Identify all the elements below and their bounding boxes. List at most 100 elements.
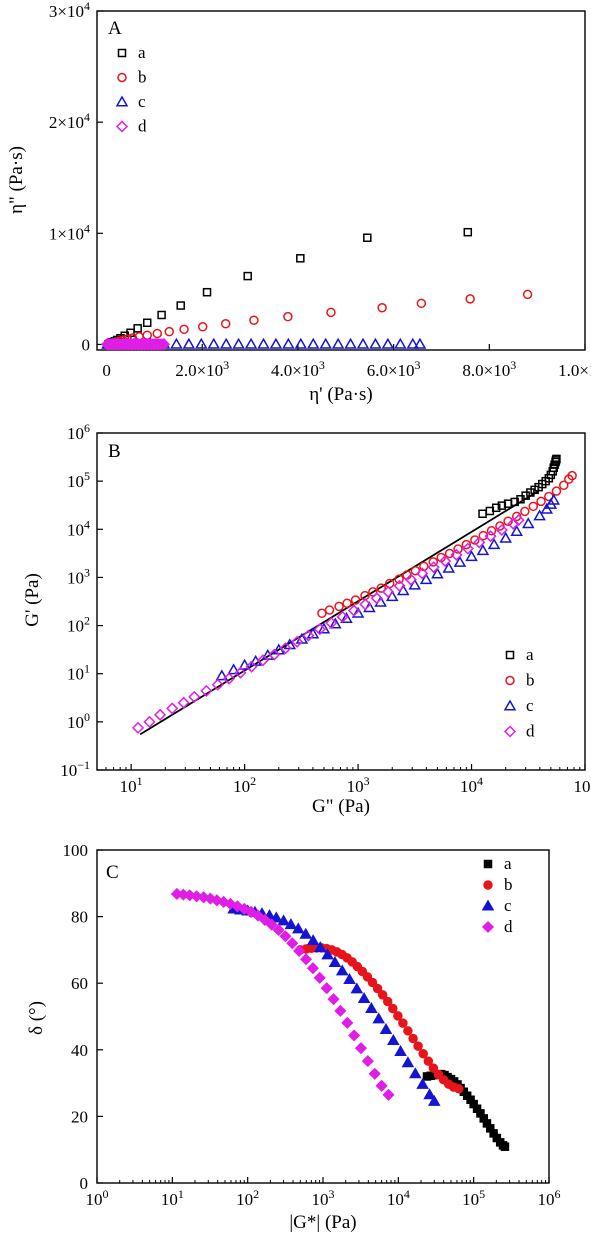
data-point-d (450, 548, 463, 561)
plot-frame (96, 849, 550, 1184)
data-point-b (567, 470, 577, 481)
legend-marker-b (505, 675, 515, 686)
data-point-d (320, 982, 333, 995)
legend-marker-d (503, 725, 517, 738)
y-tick-label: 40 (71, 1041, 88, 1060)
data-point-b (334, 601, 344, 612)
data-point-b (393, 1011, 403, 1021)
data-point-d (368, 1067, 381, 1080)
data-point-b (461, 539, 472, 550)
data-point-d (143, 715, 156, 728)
data-point-a (176, 301, 185, 310)
data-point-b (536, 496, 546, 507)
y-axis-label: δ (°) (26, 1001, 47, 1035)
data-point-b (522, 289, 533, 300)
data-point-d (234, 666, 247, 679)
data-point-d (286, 937, 299, 950)
data-point-d (512, 514, 525, 527)
data-point-a (243, 271, 252, 281)
x-tick-label: 102 (236, 1187, 259, 1209)
data-point-c (406, 337, 420, 349)
axis-ticks: 101 102 103 104 105 10−1 100 101 102 103 104 105 106 (60, 421, 591, 796)
y-axis-label: η" (Pa·s) (6, 146, 27, 214)
data-point-d (325, 616, 338, 630)
data-point-b (377, 303, 387, 313)
data-point-d (223, 672, 236, 685)
data-point-d (306, 962, 319, 975)
data-point-b (428, 1063, 439, 1073)
data-point-b (528, 501, 539, 512)
data-point-a (491, 503, 501, 513)
x-axis-label: η' (Pa·s) (309, 384, 373, 405)
data-point-b (324, 605, 335, 615)
x-axis-label: |G*| (Pa) (289, 1212, 356, 1233)
y-tick-label: 1×104 (49, 221, 90, 243)
data-point-c (401, 1056, 415, 1068)
data-point-d (279, 930, 292, 943)
data-point-d (327, 993, 340, 1006)
series-d (100, 338, 171, 351)
data-point-a (463, 227, 473, 237)
legend-label: b (526, 671, 535, 690)
y-tick-label: 80 (71, 908, 88, 927)
data-point-a (142, 318, 152, 328)
data-point-c (269, 337, 283, 349)
data-point-d (291, 635, 304, 648)
data-point-b (342, 598, 352, 609)
data-point-b (382, 996, 393, 1007)
data-point-c (282, 337, 295, 349)
data-point-c (227, 663, 240, 675)
data-point-d (341, 1016, 354, 1029)
legend-marker-a (117, 48, 127, 58)
panel-a: A 0 2.0×103 4.0×103 6.0×103 8.0×103 1.0×104 0 1… (6, 0, 591, 405)
legend-label: a (504, 854, 512, 873)
data-point-d (354, 1042, 368, 1055)
data-point-c (533, 509, 546, 521)
data-point-c (372, 1012, 386, 1024)
plot-frame (96, 10, 586, 351)
data-point-c (329, 617, 342, 629)
legend-label: d (526, 722, 535, 741)
data-point-d (370, 592, 383, 605)
data-point-a (500, 1142, 510, 1151)
data-point-d (359, 598, 372, 611)
legend-marker-d (115, 120, 129, 133)
data-point-b (220, 319, 231, 329)
y-axis-label: G' (Pa) (22, 573, 43, 627)
legend-marker-a (505, 650, 515, 660)
data-point-a (526, 488, 535, 497)
data-point-c (170, 337, 183, 349)
data-point-b (377, 990, 388, 1000)
data-point-d (256, 654, 269, 667)
data-point-a (550, 460, 559, 469)
data-point-b (408, 1033, 418, 1044)
data-point-c (294, 337, 308, 349)
fit-line (139, 489, 541, 736)
data-point-b (413, 1041, 423, 1051)
data-point-c (182, 337, 196, 349)
data-point-b (283, 311, 293, 322)
data-point-b (428, 557, 439, 567)
data-point-d (348, 1029, 361, 1042)
data-point-c (423, 1088, 436, 1100)
data-point-d (299, 953, 313, 966)
data-point-c (453, 555, 467, 567)
data-point-d (495, 523, 508, 537)
data-point-c (219, 337, 233, 349)
legend-label: a (526, 645, 534, 664)
legend-marker-a (483, 859, 493, 869)
y-tick-label: 3×104 (49, 0, 90, 21)
y-tick-label: 100 (63, 841, 89, 860)
data-point-b (520, 506, 530, 517)
data-point-c (394, 1044, 407, 1056)
y-tick-label: 0 (80, 1174, 89, 1193)
data-point-c (357, 992, 371, 1004)
y-tick-label: 0 (82, 335, 91, 354)
data-point-a (510, 497, 519, 507)
data-point-c (335, 964, 349, 976)
data-point-b (398, 1018, 408, 1028)
data-point-c (270, 911, 283, 923)
x-tick-label: 6.0×103 (367, 358, 421, 380)
data-point-d (131, 721, 145, 734)
